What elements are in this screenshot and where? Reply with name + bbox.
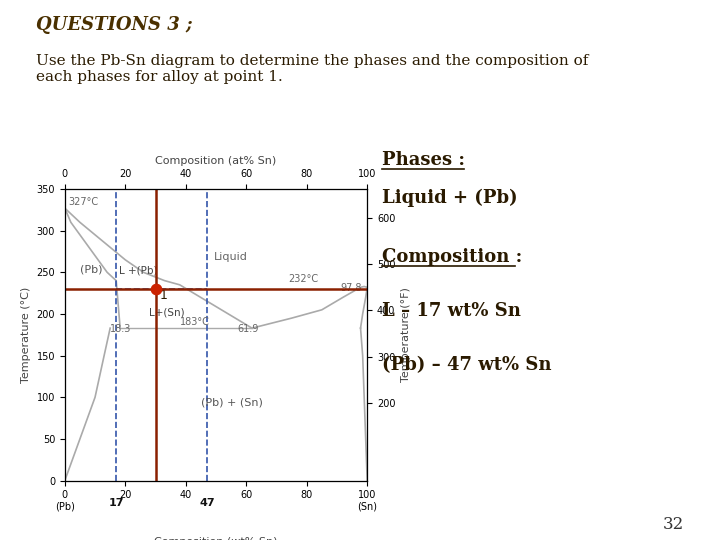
Text: 47: 47 [199,497,215,508]
Text: Composition :: Composition : [382,248,522,266]
Text: L – 17 wt% Sn: L – 17 wt% Sn [382,302,521,320]
X-axis label: Composition (at% Sn): Composition (at% Sn) [156,156,276,166]
X-axis label: Composition (wt% Sn): Composition (wt% Sn) [154,537,278,540]
Text: 183°C: 183°C [180,317,210,327]
Y-axis label: Temperature (°C): Temperature (°C) [21,287,31,383]
Text: QUESTIONS 3 ;: QUESTIONS 3 ; [36,16,193,34]
Text: Liquid: Liquid [214,252,248,262]
Text: L +(Pb): L +(Pb) [120,266,158,276]
Text: Liquid + (Pb): Liquid + (Pb) [382,189,517,207]
Point [150,285,161,293]
Text: 97.8: 97.8 [340,282,361,293]
Text: 232°C: 232°C [289,274,319,285]
Text: Phases :: Phases : [382,151,464,169]
Text: 32: 32 [662,516,684,533]
Text: L+(Sn): L+(Sn) [150,308,185,318]
Text: 18.3: 18.3 [110,325,132,334]
Text: 61.9: 61.9 [237,325,258,334]
Text: 17: 17 [109,497,124,508]
Y-axis label: Temperature (°F): Temperature (°F) [401,287,411,382]
Text: (Pb) – 47 wt% Sn: (Pb) – 47 wt% Sn [382,356,551,374]
Text: (Pb): (Pb) [80,264,102,274]
Text: 327°C: 327°C [68,197,98,207]
Text: Use the Pb-Sn diagram to determine the phases and the composition of
each phases: Use the Pb-Sn diagram to determine the p… [36,54,588,84]
Text: 1: 1 [160,289,168,302]
Text: (Pb) + (Sn): (Pb) + (Sn) [201,397,263,408]
